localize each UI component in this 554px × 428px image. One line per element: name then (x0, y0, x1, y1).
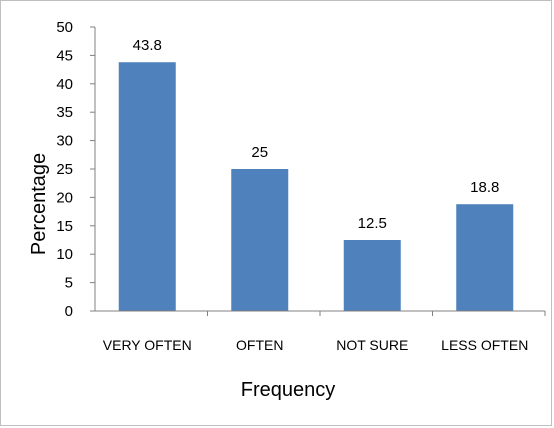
bar (343, 240, 401, 311)
bar (231, 169, 289, 311)
y-tick-label: 25 (56, 161, 73, 178)
x-axis-categories: VERY OFTEN OFTEN NOT SURE LESS OFTEN (103, 311, 546, 353)
y-tick-label: 5 (65, 275, 73, 292)
data-label: 12.5 (358, 215, 387, 232)
x-category-label: OFTEN (236, 337, 283, 353)
y-axis-ticks: 0 5 10 15 20 25 30 35 40 45 50 (56, 19, 95, 320)
x-category-label: NOT SURE (336, 337, 408, 353)
data-label: 43.8 (133, 37, 162, 54)
y-tick-label: 20 (56, 189, 73, 206)
y-axis-title: Percentage (28, 153, 50, 255)
y-tick-label: 15 (56, 218, 73, 235)
data-label: 25 (251, 144, 268, 161)
x-category-label: VERY OFTEN (103, 337, 192, 353)
y-tick-label: 10 (56, 246, 73, 263)
x-axis-title: Frequency (241, 379, 336, 401)
bar (118, 62, 176, 311)
bar (456, 204, 514, 311)
y-tick-label: 30 (56, 133, 73, 150)
y-tick-label: 40 (56, 76, 73, 93)
data-label: 18.8 (470, 179, 499, 196)
y-tick-label: 0 (65, 303, 73, 320)
y-tick-label: 45 (56, 47, 73, 64)
y-tick-label: 50 (56, 19, 73, 36)
x-category-label: LESS OFTEN (441, 337, 528, 353)
y-tick-label: 35 (56, 104, 73, 121)
bars: 43.8 25 12.5 18.8 (118, 37, 514, 311)
